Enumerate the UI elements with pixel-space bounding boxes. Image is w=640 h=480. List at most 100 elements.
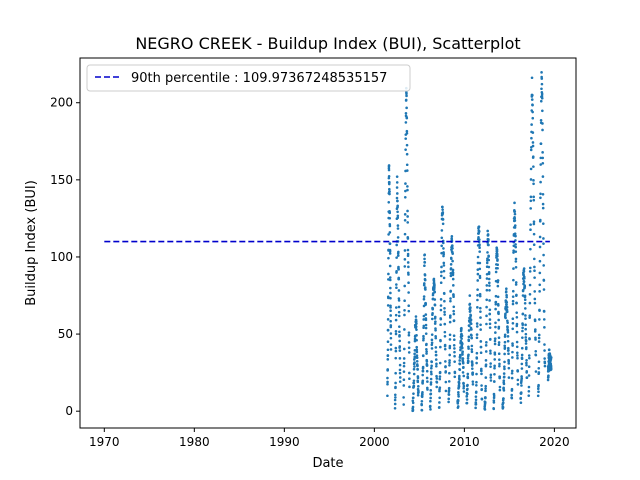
data-point [388, 252, 392, 255]
data-point [461, 342, 464, 346]
data-point [467, 347, 470, 350]
data-point [457, 382, 461, 385]
data-point [406, 248, 410, 252]
data-point [533, 257, 536, 261]
data-point [513, 212, 517, 216]
data-point [444, 365, 447, 368]
data-point [397, 299, 401, 302]
data-point [395, 186, 399, 189]
data-point [429, 408, 432, 411]
data-point [534, 353, 538, 357]
data-point [474, 406, 477, 410]
data-point [529, 199, 533, 203]
data-point [452, 295, 455, 299]
data-point [485, 314, 488, 318]
data-point [434, 320, 437, 323]
data-point [420, 400, 424, 403]
data-point [405, 94, 408, 98]
data-point [512, 251, 515, 254]
data-point [540, 71, 543, 74]
data-point [515, 311, 518, 314]
data-point [457, 385, 461, 388]
data-point [448, 333, 452, 337]
data-point [402, 364, 406, 368]
data-point [402, 357, 406, 360]
data-point [529, 178, 533, 181]
data-point [529, 148, 533, 152]
data-point [457, 391, 460, 394]
data-point [387, 201, 391, 204]
data-point [438, 370, 442, 374]
data-point [511, 299, 515, 303]
data-point [398, 339, 401, 343]
data-point [395, 283, 398, 286]
data-point [422, 318, 426, 321]
data-point [403, 196, 407, 199]
data-point [405, 131, 409, 135]
data-point [485, 322, 488, 326]
data-point [403, 284, 407, 288]
data-point [543, 326, 546, 329]
data-point [389, 324, 393, 327]
data-point [441, 222, 445, 226]
data-point [492, 394, 496, 398]
data-point [406, 237, 410, 240]
data-point [422, 324, 426, 328]
data-point [460, 337, 463, 340]
data-point [396, 204, 399, 208]
data-point [497, 312, 500, 316]
data-point [549, 356, 553, 359]
data-point [511, 295, 515, 298]
data-point [420, 395, 424, 399]
data-point [511, 289, 515, 293]
data-point [519, 401, 523, 405]
data-point [452, 334, 456, 338]
data-point [516, 383, 520, 386]
data-point [434, 350, 438, 354]
data-point [494, 294, 498, 298]
data-point [528, 356, 531, 360]
data-point [514, 234, 517, 238]
data-point [510, 387, 514, 391]
data-point [459, 348, 462, 352]
data-point [471, 373, 474, 376]
x-tick-label: 1980 [179, 435, 210, 449]
data-point [485, 288, 489, 292]
data-point [474, 390, 478, 394]
data-point [434, 358, 438, 361]
data-point [542, 242, 545, 245]
data-point [474, 402, 478, 406]
data-point [412, 381, 416, 385]
data-point [483, 400, 487, 404]
data-point [395, 196, 399, 200]
data-point [503, 340, 507, 344]
data-point [438, 375, 442, 378]
data-point [386, 382, 389, 386]
data-point [428, 404, 432, 408]
data-point [439, 298, 443, 301]
data-point [439, 317, 443, 321]
data-point [438, 401, 441, 404]
data-point [539, 156, 543, 160]
data-point [466, 357, 470, 360]
data-point [404, 111, 408, 115]
data-point [506, 319, 509, 323]
data-point [542, 237, 545, 240]
data-point [441, 208, 444, 211]
data-point [429, 392, 433, 396]
data-point [538, 271, 542, 275]
data-point [524, 307, 527, 310]
data-point [440, 236, 444, 240]
data-point [541, 206, 545, 210]
data-point [539, 118, 543, 122]
data-point [529, 228, 532, 232]
data-point [430, 366, 433, 370]
data-point [388, 216, 392, 220]
data-point [514, 243, 517, 246]
data-point [443, 299, 446, 303]
data-point [395, 256, 398, 259]
data-point [424, 318, 428, 322]
data-point [415, 348, 419, 352]
data-point [431, 311, 434, 315]
data-point [412, 384, 416, 388]
